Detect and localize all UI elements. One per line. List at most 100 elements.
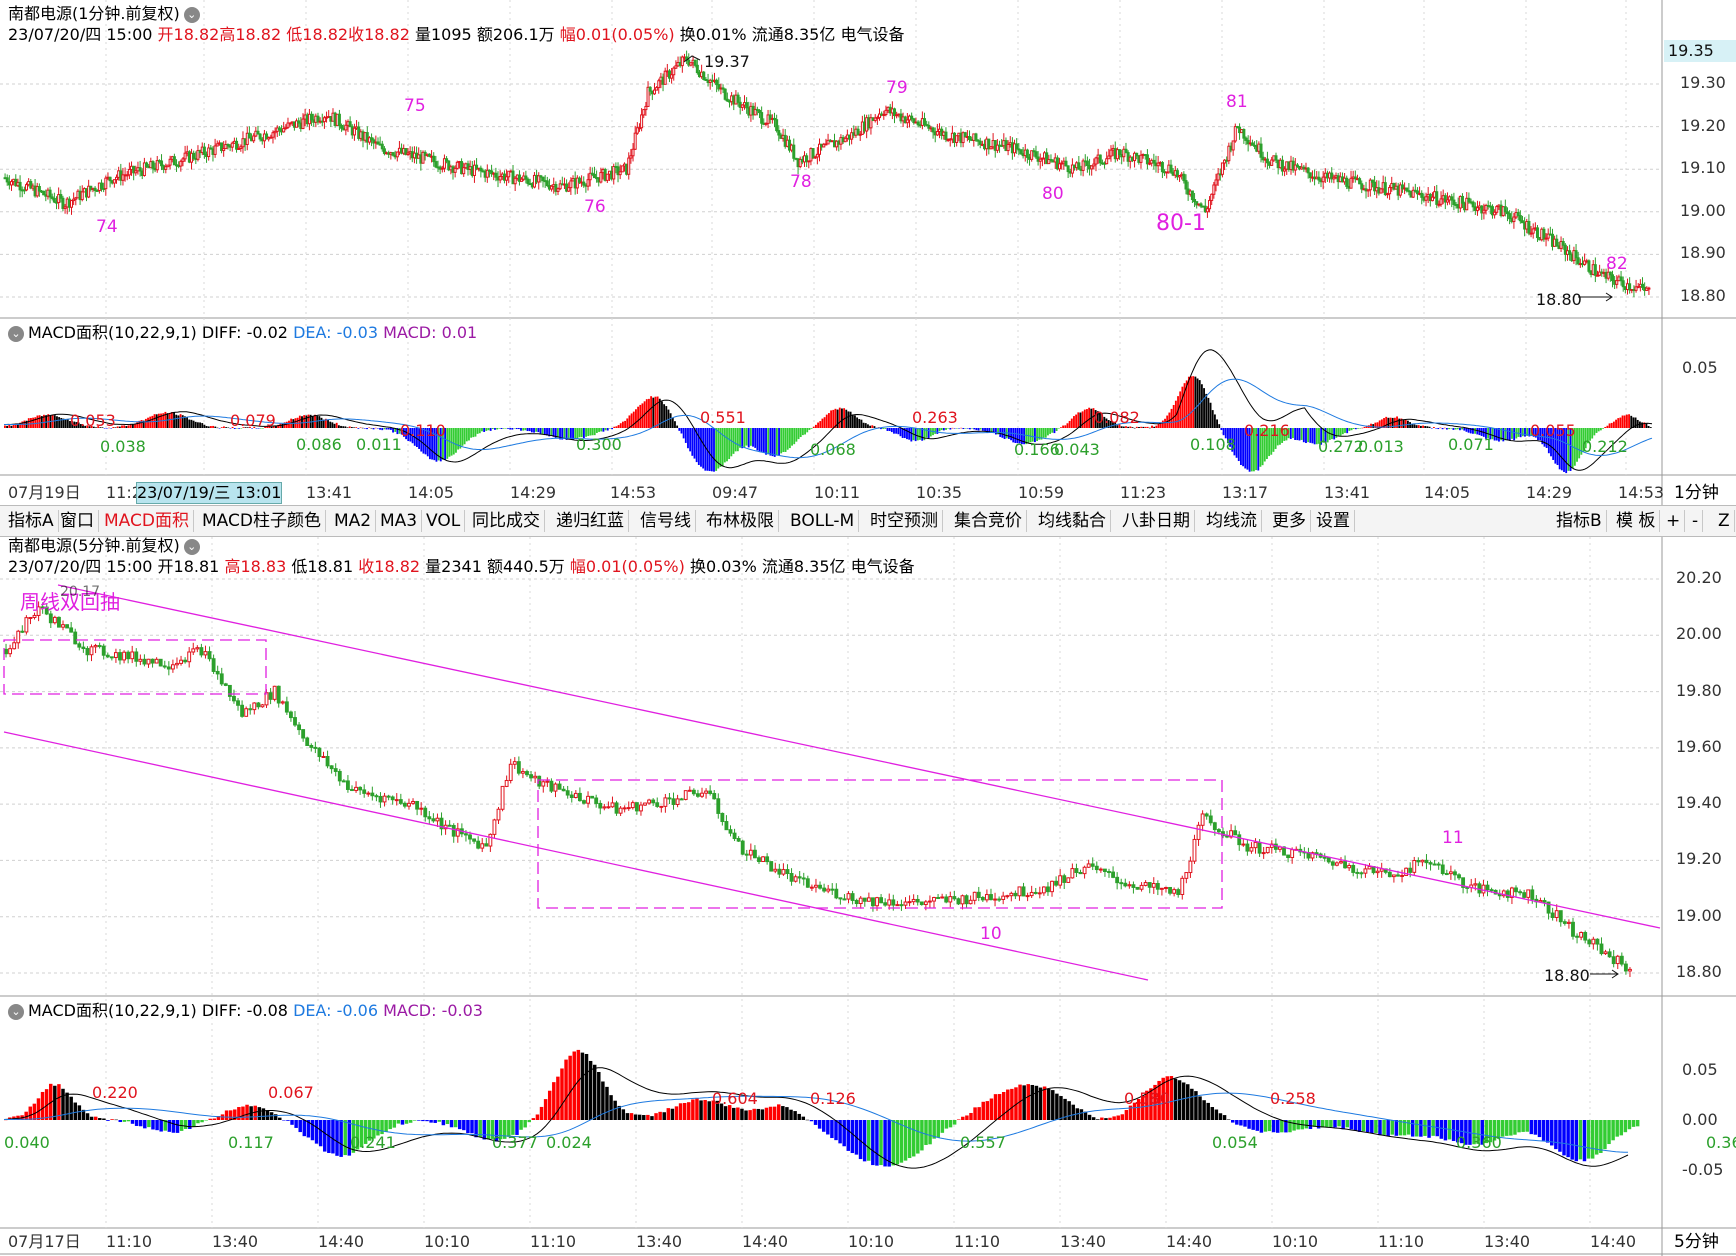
toolbar-item-15[interactable]: 八卦日期 [1118, 510, 1195, 532]
toolbar-item-16[interactable]: 均线流 [1202, 510, 1262, 532]
macd-bar [580, 428, 583, 438]
macd-bar [801, 428, 804, 436]
bottom-macd-value: MACD: -0.03 [383, 1001, 483, 1020]
macd-bar [159, 1120, 163, 1132]
macd-bar [838, 1120, 842, 1144]
macd-bar [985, 1101, 990, 1120]
macd-bar [1128, 1105, 1133, 1120]
bottom-candle-body [130, 651, 135, 660]
macd-bar [1031, 428, 1034, 442]
toolbar-item-4[interactable]: MA2 [330, 510, 377, 532]
toolbar-item-12[interactable]: 时空预测 [866, 510, 943, 532]
macd-bar [1070, 418, 1073, 428]
macd-bar [126, 1120, 131, 1122]
macd-bar [793, 428, 796, 445]
toolbar-item-6[interactable]: VOL [422, 510, 466, 532]
toolbar-item-1[interactable]: 窗口 [56, 510, 99, 532]
macd-bar [524, 428, 527, 431]
bottom-candle-body [154, 658, 159, 664]
macd-bar [347, 1120, 352, 1156]
macd-bar [1210, 1107, 1215, 1120]
macd-bar [684, 428, 687, 443]
macd-bar [374, 427, 377, 429]
dropdown-icon[interactable]: ⌄ [8, 1003, 24, 1020]
toolbar-right-item-3[interactable]: - [1688, 510, 1704, 532]
macd-bar [66, 419, 69, 428]
top-candle-body [1148, 162, 1152, 165]
top-candle-body [1475, 207, 1479, 211]
bottom-sector: 电气设备 [850, 557, 915, 576]
macd-bar [89, 1116, 94, 1120]
macd-bar [1253, 428, 1255, 472]
bottom-candle-body [36, 606, 41, 616]
macd-bar [775, 428, 778, 456]
toolbar-item-10[interactable]: 布林极限 [702, 510, 779, 532]
macd-bar [1413, 424, 1416, 428]
macd-bar [84, 425, 87, 428]
macd-bar [1500, 1120, 1505, 1137]
toolbar-item-18[interactable]: 设置 [1312, 510, 1355, 532]
macd-bar [1014, 428, 1017, 443]
toolbar-right-item-0[interactable]: 指标B [1552, 510, 1607, 532]
toolbar-item-2[interactable]: MACD面积 [100, 510, 194, 532]
bottom-candle-body [980, 896, 985, 901]
toolbar-item-17[interactable]: 更多 [1268, 510, 1311, 532]
macd-bar [388, 1120, 392, 1130]
toolbar-item-14[interactable]: 均线黏合 [1034, 510, 1111, 532]
dropdown-icon[interactable]: ⌄ [183, 538, 200, 555]
bottom-candle-body [77, 643, 82, 648]
bottom-candle-body [40, 606, 45, 609]
toolbar-item-3[interactable]: MACD柱子颜色 [198, 510, 326, 532]
toolbar-item-5[interactable]: MA3 [376, 510, 423, 532]
dropdown-icon[interactable]: ⌄ [8, 325, 24, 342]
top-candle-body [5, 177, 9, 183]
top-candle-body [29, 181, 33, 189]
macd-bar [513, 428, 516, 429]
macd-bar [1322, 428, 1325, 443]
bottom-candle-body [708, 790, 713, 795]
macd-bar [17, 423, 19, 428]
dropdown-icon[interactable]: ⌄ [183, 6, 200, 23]
toolbar-item-11[interactable]: BOLL-M [786, 510, 860, 532]
toolbar-right-item-4[interactable]: Z [1714, 510, 1735, 532]
macd-bar [379, 428, 381, 430]
toolbar-right-item-1[interactable]: 模 板 [1612, 510, 1661, 532]
macd-area-label: 0.360 [1456, 1133, 1502, 1152]
macd-bar [652, 397, 655, 428]
macd-bar [678, 1103, 683, 1120]
toolbar-item-7[interactable]: 同比成交 [468, 510, 545, 532]
toolbar-item-13[interactable]: 集合竞价 [950, 510, 1027, 532]
bottom-candle-body [390, 796, 395, 801]
macd-bar [1363, 426, 1366, 428]
toolbar-right-item-2[interactable]: + [1662, 510, 1686, 532]
macd-bar [240, 428, 243, 429]
bottom-candle-body [158, 658, 163, 667]
macd-bar [719, 428, 722, 467]
macd-bar [1038, 1087, 1043, 1120]
macd-bar [1266, 428, 1268, 459]
top-candle-body [1190, 190, 1194, 201]
price-tick-label: 18.90 [1680, 243, 1726, 263]
top-candle-body [777, 130, 781, 136]
macd-bar [147, 417, 149, 428]
macd-bar [298, 415, 301, 428]
macd-bar [323, 1120, 327, 1152]
macd-bar [658, 1111, 662, 1120]
toolbar-item-9[interactable]: 信号线 [636, 510, 696, 532]
bottom-candle-body [1233, 830, 1238, 836]
top-candle-body [10, 181, 14, 186]
macd-bar [1190, 376, 1192, 428]
bottom-candle-body [1465, 886, 1470, 889]
top-candle-body [1634, 286, 1638, 291]
macd-bar [1181, 1082, 1186, 1120]
toolbar-item-8[interactable]: 递归红蓝 [552, 510, 629, 532]
bottom-candle-body [484, 843, 489, 847]
bottom-candle-body [1583, 931, 1588, 941]
top-candle-body [434, 161, 438, 168]
bottom-candle-body [170, 664, 175, 670]
bottom-candle-body [398, 799, 403, 804]
macd-bar [789, 1109, 793, 1120]
toolbar-item-0[interactable]: 指标A [4, 510, 59, 532]
top-candle-body [239, 146, 243, 149]
bottom-candle-body [150, 658, 155, 664]
